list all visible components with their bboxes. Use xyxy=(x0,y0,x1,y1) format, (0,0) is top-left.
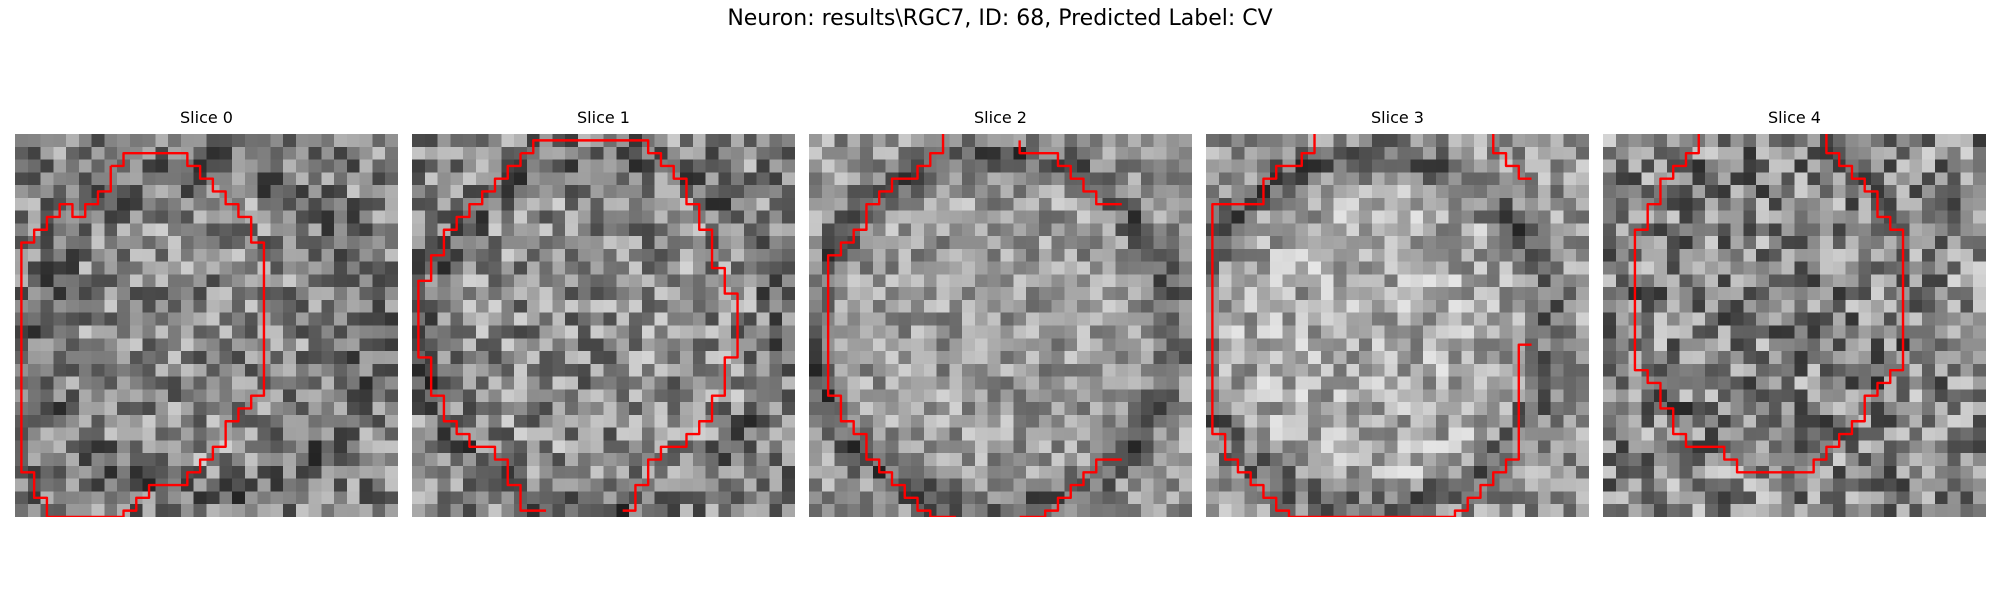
slice-image xyxy=(809,134,1192,517)
contour-line-0 xyxy=(826,134,956,517)
contour-line-1 xyxy=(1018,140,1122,206)
figure-title: Neuron: results\RGC7, ID: 68, Predicted … xyxy=(727,6,1273,31)
slice-raster xyxy=(809,134,1192,517)
slice-raster xyxy=(1206,134,1589,517)
slice-raster xyxy=(412,134,795,517)
slice-image xyxy=(15,134,398,517)
slice-image xyxy=(1603,134,1986,517)
contour-line-1 xyxy=(1492,134,1532,180)
slice-raster xyxy=(15,134,398,517)
slice-image xyxy=(1206,134,1589,517)
contour-line-0 xyxy=(1633,134,1905,474)
slice-image xyxy=(412,134,795,517)
panel-title: Slice 4 xyxy=(1768,108,1821,127)
panel-title: Slice 2 xyxy=(974,108,1027,127)
contour-line-0 xyxy=(520,139,739,512)
panel-title: Slice 1 xyxy=(577,108,630,127)
panel-title: Slice 0 xyxy=(180,108,233,127)
contour-line-2 xyxy=(1019,458,1122,517)
contour-line-0 xyxy=(20,151,266,517)
contour-line-1 xyxy=(417,153,547,512)
slice-raster xyxy=(1603,134,1986,517)
contour-line-0 xyxy=(1211,134,1532,517)
panel-title: Slice 3 xyxy=(1371,108,1424,127)
